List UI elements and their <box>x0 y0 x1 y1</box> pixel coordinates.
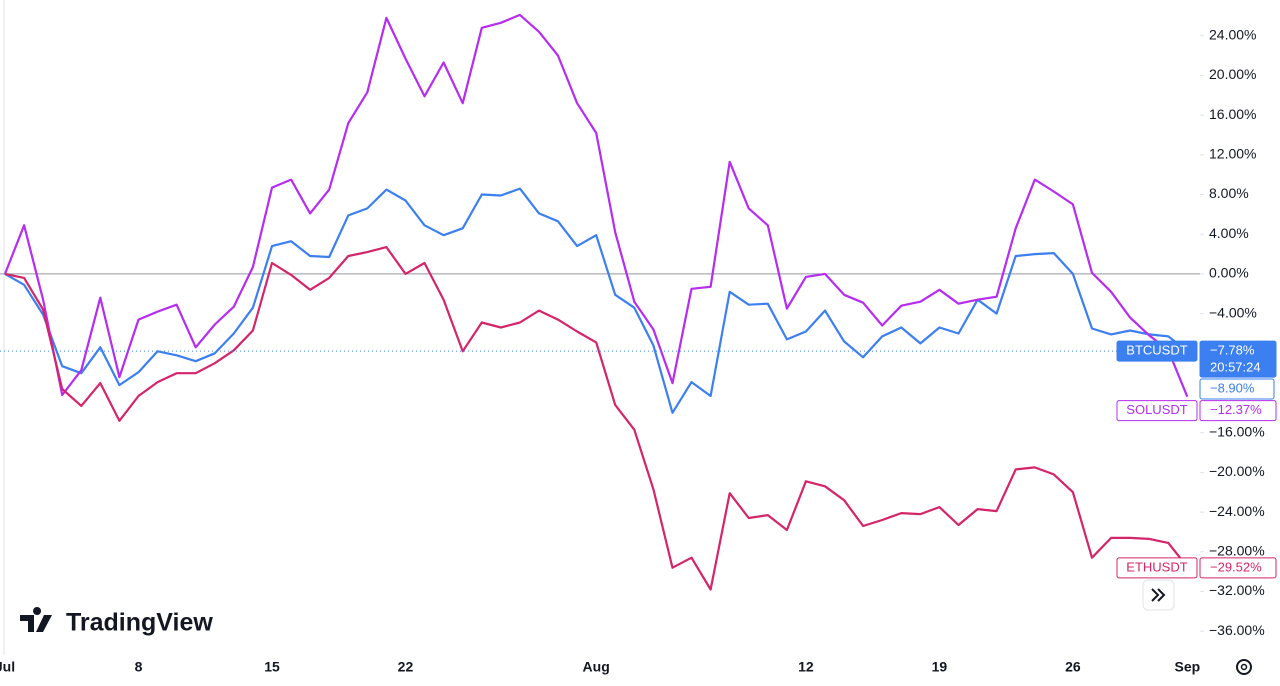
gear-icon[interactable] <box>1236 659 1252 675</box>
price-tags: BTCUSDT −7.78% 20:57:24 SOLUSDT −12.37% ETHUS… <box>1116 340 1277 579</box>
series-name-tag <box>1116 557 1198 579</box>
y-tick-label: −20.00% <box>1209 463 1265 479</box>
y-tick-label: 0.00% <box>1209 265 1249 281</box>
scroll-button[interactable] <box>1142 579 1175 611</box>
series-name: ETHUSDT <box>1126 559 1187 574</box>
value-tag-label: −7.78% <box>1210 343 1255 358</box>
x-tick-label: 12 <box>798 659 814 675</box>
crosshair-label: −8.90% <box>1210 380 1255 395</box>
axes: 24.00% 20.00% 16.00% 12.00% 8.00% 4.00% 0.00% −… <box>0 26 1265 674</box>
series-name: BTCUSDT <box>1126 343 1187 358</box>
watermark-text: TradingView <box>66 609 213 637</box>
series-name-tag <box>1116 400 1198 422</box>
x-tick-label: 15 <box>264 659 280 675</box>
value-tag <box>1199 400 1277 422</box>
y-tick-label: −24.00% <box>1209 503 1265 519</box>
watermark: TradingView <box>20 607 213 637</box>
y-tick-label: −36.00% <box>1209 622 1265 638</box>
y-tick-label: −32.00% <box>1209 582 1265 598</box>
gear-center[interactable] <box>1240 663 1248 671</box>
y-tick-label: −4.00% <box>1209 304 1257 320</box>
crosshair-tag <box>1199 378 1275 400</box>
scroll-icon[interactable] <box>1151 588 1166 602</box>
y-tick-label: −16.00% <box>1209 423 1265 439</box>
series-line <box>4 187 1188 414</box>
series-name: SOLUSDT <box>1126 402 1187 417</box>
value-tag-label: −12.37% <box>1210 402 1262 417</box>
x-tick-label: Sep <box>1174 659 1200 675</box>
countdown: 20:57:24 <box>1210 360 1261 375</box>
settings-button[interactable] <box>1236 659 1252 675</box>
y-tick-label: 12.00% <box>1209 146 1256 162</box>
value-tag-label: −29.52% <box>1210 559 1262 574</box>
series-line <box>3 13 1189 398</box>
y-tick-label: 20.00% <box>1209 66 1256 82</box>
x-tick-label: Jul <box>0 659 15 675</box>
y-tick-label: 16.00% <box>1209 106 1256 122</box>
logo-icon <box>20 607 52 632</box>
series-line <box>4 246 1189 591</box>
y-tick-label: 4.00% <box>1209 225 1249 241</box>
value-tag <box>1199 557 1277 579</box>
x-tick-label: 19 <box>932 659 948 675</box>
x-tick-label: Aug <box>583 659 610 675</box>
value-tag <box>1199 340 1277 378</box>
y-tick-label: 24.00% <box>1209 26 1256 42</box>
plot-area <box>0 13 1200 591</box>
x-tick-label: 8 <box>135 659 143 675</box>
x-tick-label: 22 <box>398 659 414 675</box>
x-tick-label: 26 <box>1065 659 1081 675</box>
y-tick-label: 8.00% <box>1209 185 1249 201</box>
y-tick-label: −28.00% <box>1209 542 1265 558</box>
series-name-tag <box>1116 340 1198 362</box>
